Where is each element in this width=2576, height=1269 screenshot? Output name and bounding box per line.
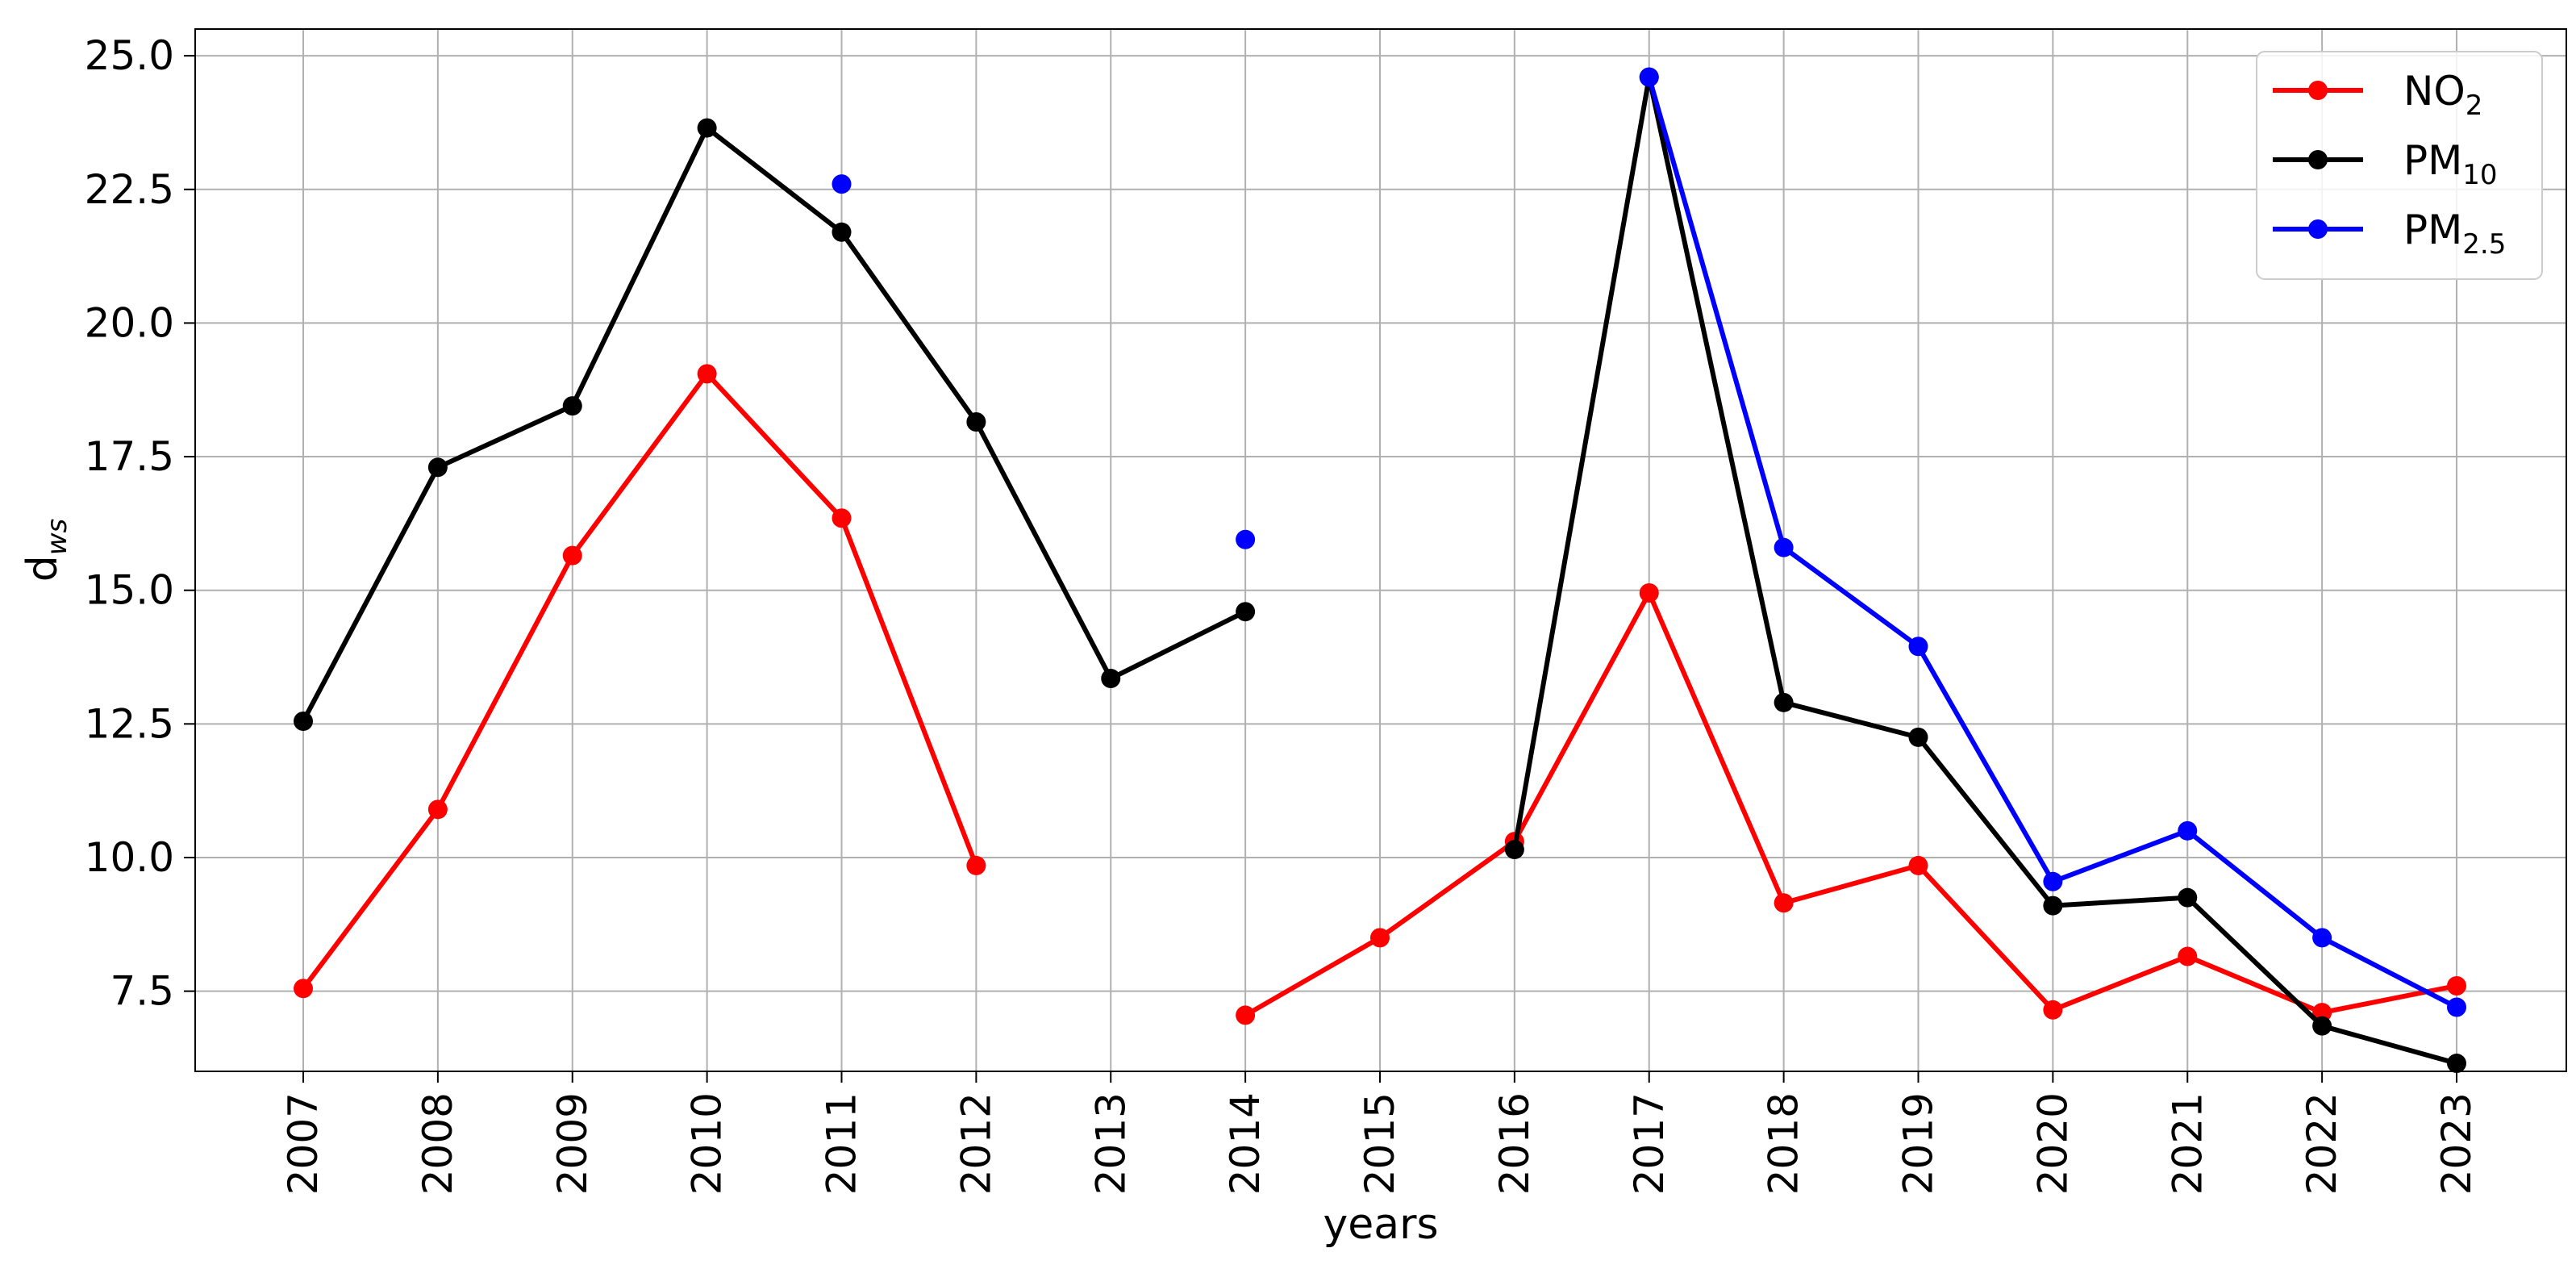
legend-label: PM10: [2403, 137, 2498, 191]
x-tick-label: 2013: [1087, 1092, 1134, 1195]
legend-entry: PM2.5: [2273, 207, 2506, 261]
legend-entry: PM10: [2273, 137, 2498, 191]
data-point: [2043, 871, 2063, 891]
x-tick-label: 2007: [280, 1092, 327, 1195]
data-point: [832, 222, 852, 242]
x-tick-layer: 2007 2008 2009 2010 2011 2012 2013 2014 2015 2016…: [280, 1071, 2480, 1195]
data-point: [2312, 1016, 2332, 1036]
x-tick-label: 2020: [2029, 1092, 2076, 1195]
data-point: [1236, 1005, 1256, 1025]
x-tick-label: 2008: [415, 1092, 461, 1195]
data-point: [2447, 997, 2466, 1017]
x-tick-label: 2021: [2164, 1092, 2211, 1195]
legend-swatch-marker: [2308, 219, 2328, 239]
series-layer: [294, 67, 2466, 1074]
legend: NO2 PM10 PM2.5: [2256, 51, 2543, 280]
y-axis-label-main: d: [19, 555, 67, 582]
x-axis-label: years: [1323, 1200, 1438, 1249]
data-point: [1370, 928, 1390, 948]
x-tick-label: 2014: [1222, 1092, 1269, 1195]
y-axis-label: dws: [19, 519, 73, 582]
x-tick-label: 2009: [549, 1092, 596, 1195]
series-line: [301, 125, 1247, 723]
data-point: [562, 545, 582, 566]
grid-layer: [195, 29, 2566, 1071]
data-point: [1101, 669, 1121, 689]
data-point: [294, 979, 313, 999]
legend-label: NO2: [2403, 68, 2482, 122]
data-point: [2447, 975, 2466, 996]
series-line: [1511, 74, 2457, 1066]
y-tick-label: 15.0: [85, 567, 174, 614]
data-point: [1236, 529, 1256, 549]
y-tick-layer: 7.5 10.0 12.5 15.0 17.5 20.0 22.5 25.0: [85, 32, 195, 1015]
y-tick-label: 25.0: [85, 32, 174, 79]
x-tick-label: 2022: [2299, 1092, 2345, 1195]
series-2: [832, 67, 2466, 1017]
legend-swatch-marker: [2308, 81, 2328, 100]
data-point: [1774, 893, 1794, 913]
x-tick-label: 2015: [1357, 1092, 1403, 1195]
data-point: [2178, 820, 2198, 841]
data-point: [2447, 1054, 2466, 1074]
data-point: [1639, 583, 1659, 603]
data-point: [2178, 887, 2198, 908]
x-tick-label: 2011: [819, 1092, 865, 1195]
data-point: [966, 855, 986, 875]
legend-label: PM2.5: [2403, 207, 2506, 261]
data-point: [562, 396, 582, 416]
data-point: [697, 118, 717, 138]
x-tick-label: 2018: [1761, 1092, 1807, 1195]
data-point: [1908, 727, 1928, 747]
x-tick-label: 2017: [1626, 1092, 1673, 1195]
y-tick-label: 22.5: [85, 166, 174, 213]
y-tick-label: 20.0: [85, 299, 174, 346]
data-point: [1774, 692, 1794, 712]
data-point: [2043, 895, 2063, 916]
data-point: [966, 411, 986, 432]
y-axis-label-sub: ws: [41, 519, 73, 556]
data-point: [2178, 946, 2198, 966]
y-tick-label: 7.5: [110, 968, 174, 1015]
legend-entry: NO2: [2273, 68, 2482, 122]
data-point: [294, 712, 313, 732]
x-tick-label: 2023: [2433, 1092, 2480, 1195]
series-1: [294, 67, 2466, 1074]
x-tick-label: 2012: [952, 1092, 999, 1195]
y-tick-label: 12.5: [85, 700, 174, 747]
series-line: [301, 371, 979, 991]
data-point: [832, 174, 852, 194]
data-point: [2312, 1003, 2332, 1023]
data-point: [427, 799, 448, 820]
series-0: [294, 364, 2466, 1025]
data-point: [2043, 1000, 2063, 1020]
legend-frame: [2256, 51, 2543, 280]
data-point: [1236, 602, 1256, 622]
data-point: [427, 457, 448, 478]
x-tick-label: 2010: [684, 1092, 731, 1195]
legend-swatch-marker: [2308, 150, 2328, 169]
data-point: [1774, 537, 1794, 557]
y-tick-label: 10.0: [85, 834, 174, 881]
data-point: [2312, 928, 2332, 948]
data-point: [697, 364, 717, 384]
data-point: [1504, 840, 1524, 860]
x-tick-label: 2019: [1895, 1092, 1942, 1195]
y-tick-label: 17.5: [85, 433, 174, 480]
x-tick-label: 2016: [1491, 1092, 1538, 1195]
data-point: [1639, 67, 1659, 87]
series-line: [1244, 591, 2457, 1018]
data-point: [832, 508, 852, 528]
data-point: [1908, 855, 1928, 875]
data-point: [1908, 637, 1928, 657]
